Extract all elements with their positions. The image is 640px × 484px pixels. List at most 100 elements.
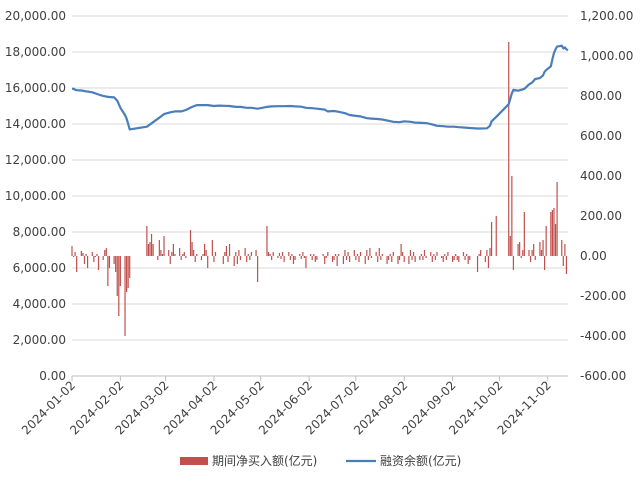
bar	[556, 182, 558, 256]
bar	[72, 256, 75, 257]
left-axis-tick-label: 12,000.00	[5, 153, 66, 167]
bar	[544, 256, 546, 270]
bar	[422, 256, 424, 260]
bar	[179, 248, 181, 256]
bar	[149, 242, 151, 256]
bar	[113, 256, 115, 264]
bar	[269, 254, 271, 256]
right-axis-tick-label: 600.00	[580, 129, 622, 143]
bar	[420, 254, 422, 256]
bar	[334, 254, 337, 256]
bar	[512, 256, 515, 270]
bar	[238, 250, 240, 256]
bar	[476, 256, 479, 272]
bar	[511, 176, 513, 256]
bar	[239, 256, 242, 260]
bar	[280, 256, 282, 259]
bar	[278, 253, 281, 256]
bar	[411, 256, 413, 260]
right-axis-tick-label: 800.00	[580, 89, 622, 103]
left-axis-tick-label: 14,000.00	[5, 117, 66, 131]
bar	[445, 256, 447, 260]
bar	[412, 252, 415, 256]
bar	[203, 244, 206, 256]
bar	[108, 256, 111, 268]
right-axis-tick-label: 0.00	[580, 249, 607, 263]
bar	[333, 256, 335, 260]
bar	[129, 256, 131, 278]
bar	[96, 254, 98, 256]
bar	[370, 256, 373, 258]
bar	[271, 256, 273, 260]
bar	[125, 256, 128, 292]
bar	[519, 242, 521, 256]
bar	[551, 210, 554, 256]
bar	[442, 256, 444, 262]
bar	[163, 236, 165, 256]
bar	[266, 226, 268, 256]
right-axis-tick-label: -600.00	[580, 369, 626, 383]
bar	[233, 256, 235, 266]
bar	[158, 240, 160, 256]
bar	[288, 252, 290, 256]
bar	[107, 256, 109, 286]
left-axis-tick-label: 2,000.00	[13, 333, 66, 347]
bar	[486, 250, 488, 256]
bar	[225, 246, 228, 256]
bar	[423, 250, 426, 256]
bar	[414, 256, 416, 262]
bar	[124, 256, 126, 336]
left-axis-tick-label: 20,000.00	[5, 9, 66, 23]
bar	[168, 250, 170, 256]
bar	[539, 242, 541, 256]
bar	[303, 256, 306, 258]
bar	[453, 256, 455, 260]
bar	[127, 256, 129, 288]
bar	[91, 252, 93, 256]
bar	[353, 250, 355, 256]
bar	[545, 226, 547, 256]
bar	[172, 244, 174, 256]
bar	[388, 256, 390, 260]
bar	[200, 256, 203, 260]
bar	[322, 254, 324, 256]
bar	[299, 254, 301, 256]
bar	[236, 256, 238, 264]
legend-label-line: 融资余额(亿元)	[380, 453, 461, 468]
bar	[189, 230, 192, 256]
bar	[364, 256, 366, 264]
bar	[160, 250, 162, 256]
bar	[495, 216, 497, 256]
bar	[119, 256, 121, 286]
bar	[542, 240, 544, 256]
bar	[291, 254, 293, 256]
bar	[419, 256, 421, 260]
bar	[540, 250, 543, 256]
bar	[356, 254, 359, 256]
bar	[553, 208, 555, 256]
right-axis-tick-label: 200.00	[580, 209, 622, 223]
bar	[191, 242, 193, 256]
bar	[194, 256, 196, 262]
right-axis-tick-label: -400.00	[580, 329, 626, 343]
bar	[331, 256, 334, 262]
bar	[250, 252, 252, 256]
bar	[82, 253, 84, 256]
bar	[434, 256, 437, 260]
bar	[85, 254, 87, 256]
bar	[211, 240, 213, 256]
bar	[359, 252, 362, 256]
bar	[146, 226, 148, 256]
bar	[523, 212, 525, 256]
bar	[565, 256, 568, 274]
bar	[369, 248, 371, 256]
bar	[554, 224, 557, 256]
bar	[302, 252, 304, 256]
bar	[247, 254, 249, 256]
legend-label-bar: 期间净买入额(亿元)	[212, 453, 317, 468]
bar	[325, 256, 327, 258]
bar	[520, 256, 522, 258]
bar	[391, 256, 393, 262]
